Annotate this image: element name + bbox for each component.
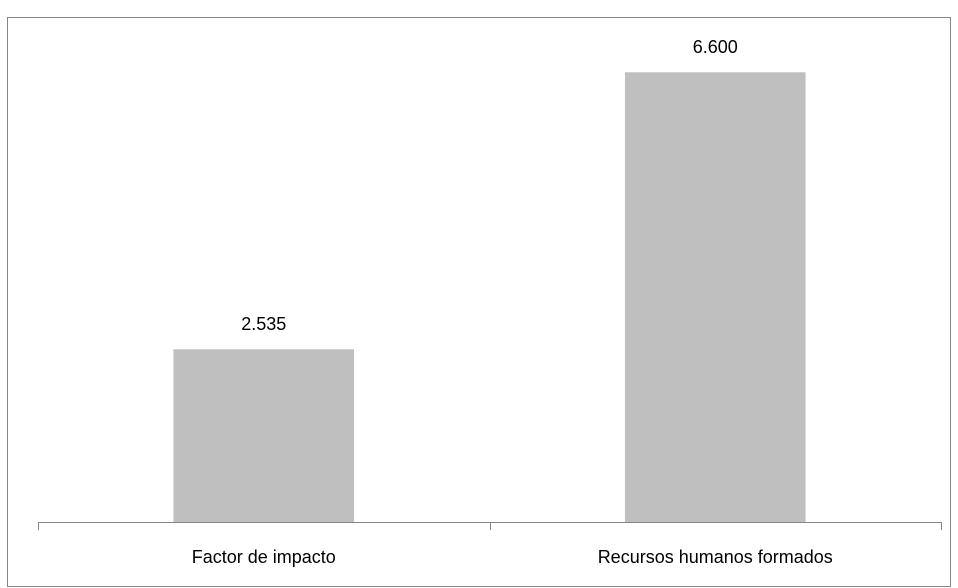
x-tick-label: Factor de impacto [192, 547, 336, 567]
bar [624, 72, 806, 522]
data-label: 2.535 [241, 314, 286, 334]
bar [173, 349, 355, 522]
chart-border [7, 17, 951, 587]
x-tick-label: Recursos humanos formados [598, 547, 833, 567]
data-label: 6.600 [693, 37, 738, 57]
